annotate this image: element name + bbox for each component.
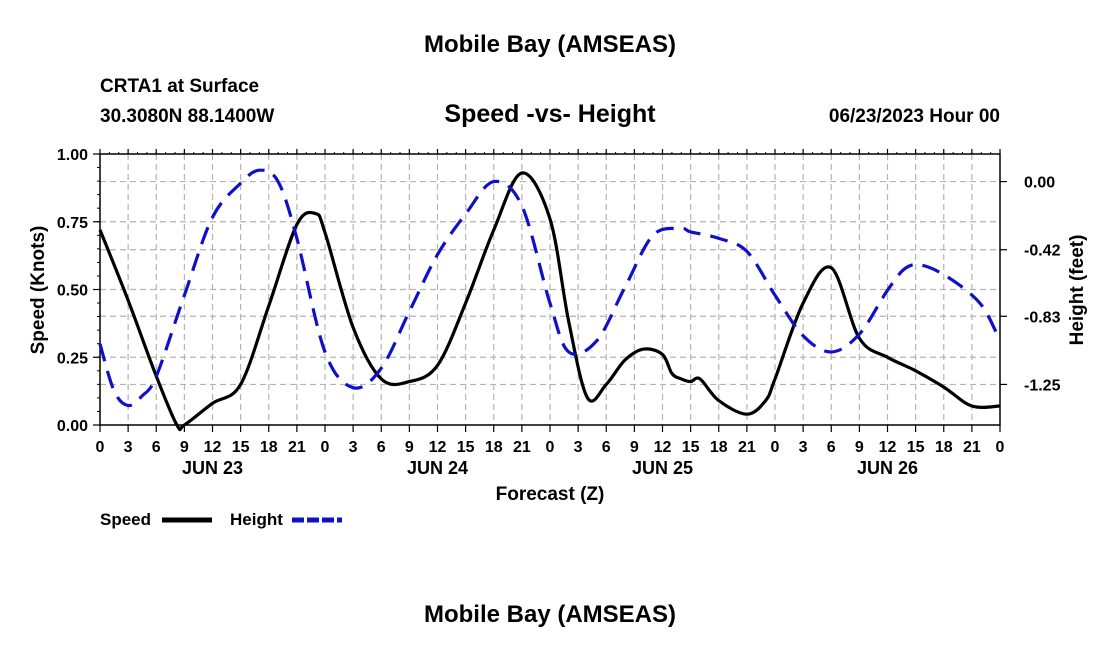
series-group xyxy=(98,168,1002,432)
x-tick-label: 18 xyxy=(485,439,503,456)
x-tick-label: 9 xyxy=(405,439,414,456)
y-tick-label: 0.75 xyxy=(57,215,88,232)
x-tick-label: 6 xyxy=(827,439,836,456)
x-tick-label: 0 xyxy=(771,439,780,456)
y-right-tick-label: 0.00 xyxy=(1024,175,1055,192)
x-tick-label: 18 xyxy=(935,439,953,456)
x-tick-label: 21 xyxy=(513,439,531,456)
x-tick-label: 3 xyxy=(124,439,133,456)
x-tick-label: 18 xyxy=(710,439,728,456)
x-tick-label: 18 xyxy=(260,439,278,456)
y-axis-right-label: Height (feet) xyxy=(1067,235,1088,346)
legend: Speed Height xyxy=(100,510,342,529)
x-tick-label: 21 xyxy=(963,439,981,456)
y-axis-label: Speed (Knots) xyxy=(28,226,49,355)
speed-line xyxy=(98,171,1001,432)
x-tick-label: 3 xyxy=(799,439,808,456)
day-label: JUN 25 xyxy=(632,458,693,478)
legend-label: Height xyxy=(230,510,283,529)
chart-title: Speed -vs- Height xyxy=(444,100,656,128)
x-tick-label: 6 xyxy=(377,439,386,456)
x-tick-label: 21 xyxy=(738,439,756,456)
x-tick-label: 3 xyxy=(349,439,358,456)
x-tick-label: 12 xyxy=(654,439,672,456)
x-tick-label: 6 xyxy=(152,439,161,456)
x-tick-label: 0 xyxy=(546,439,555,456)
x-tick-label: 0 xyxy=(321,439,330,456)
y-tick-label: 0.00 xyxy=(57,418,88,435)
x-tick-label: 6 xyxy=(602,439,611,456)
y-tick-label: 0.50 xyxy=(57,283,88,300)
station-label: CRTA1 at Surface xyxy=(100,76,260,97)
datetime-label: 06/23/2023 Hour 00 xyxy=(828,106,1000,127)
height-line xyxy=(98,168,1002,408)
day-label: JUN 24 xyxy=(407,458,468,478)
x-axis-label: Forecast (Z) xyxy=(496,484,605,505)
grid xyxy=(100,154,1000,425)
x-tick-label: 12 xyxy=(429,439,447,456)
footer-title: Mobile Bay (AMSEAS) xyxy=(423,601,677,628)
x-tick-label: 15 xyxy=(232,439,250,456)
x-tick-label: 12 xyxy=(204,439,222,456)
y-tick-label: 1.00 xyxy=(57,147,88,164)
x-tick-label: 15 xyxy=(907,439,925,456)
x-tick-label: 21 xyxy=(288,439,306,456)
y-tick-label: 0.25 xyxy=(57,350,88,367)
x-tick-label: 9 xyxy=(855,439,864,456)
y-right-tick-label: -0.83 xyxy=(1024,309,1061,326)
x-tick-label: 12 xyxy=(879,439,897,456)
main-title: Mobile Bay (AMSEAS) xyxy=(423,31,677,58)
y-right-tick-label: -0.42 xyxy=(1024,243,1061,260)
day-label: JUN 23 xyxy=(182,458,243,478)
y-right-tick-label: -1.25 xyxy=(1024,377,1061,394)
x-tick-label: 3 xyxy=(574,439,583,456)
coordinates-label: 30.3080N 88.1400W xyxy=(100,106,275,127)
day-label: JUN 26 xyxy=(857,458,918,478)
x-tick-label: 0 xyxy=(96,439,105,456)
axes: 0 3 6 9 12 15 18 21 0 3 6 9 12 15 18 21 0 3 6 9 12 15 18 21 0 3 6 9… xyxy=(57,147,1061,478)
x-tick-label: 0 xyxy=(996,439,1005,456)
x-tick-label: 15 xyxy=(682,439,700,456)
x-tick-label: 9 xyxy=(630,439,639,456)
x-tick-label: 15 xyxy=(457,439,475,456)
legend-label: Speed xyxy=(100,510,151,529)
x-tick-label: 9 xyxy=(180,439,189,456)
